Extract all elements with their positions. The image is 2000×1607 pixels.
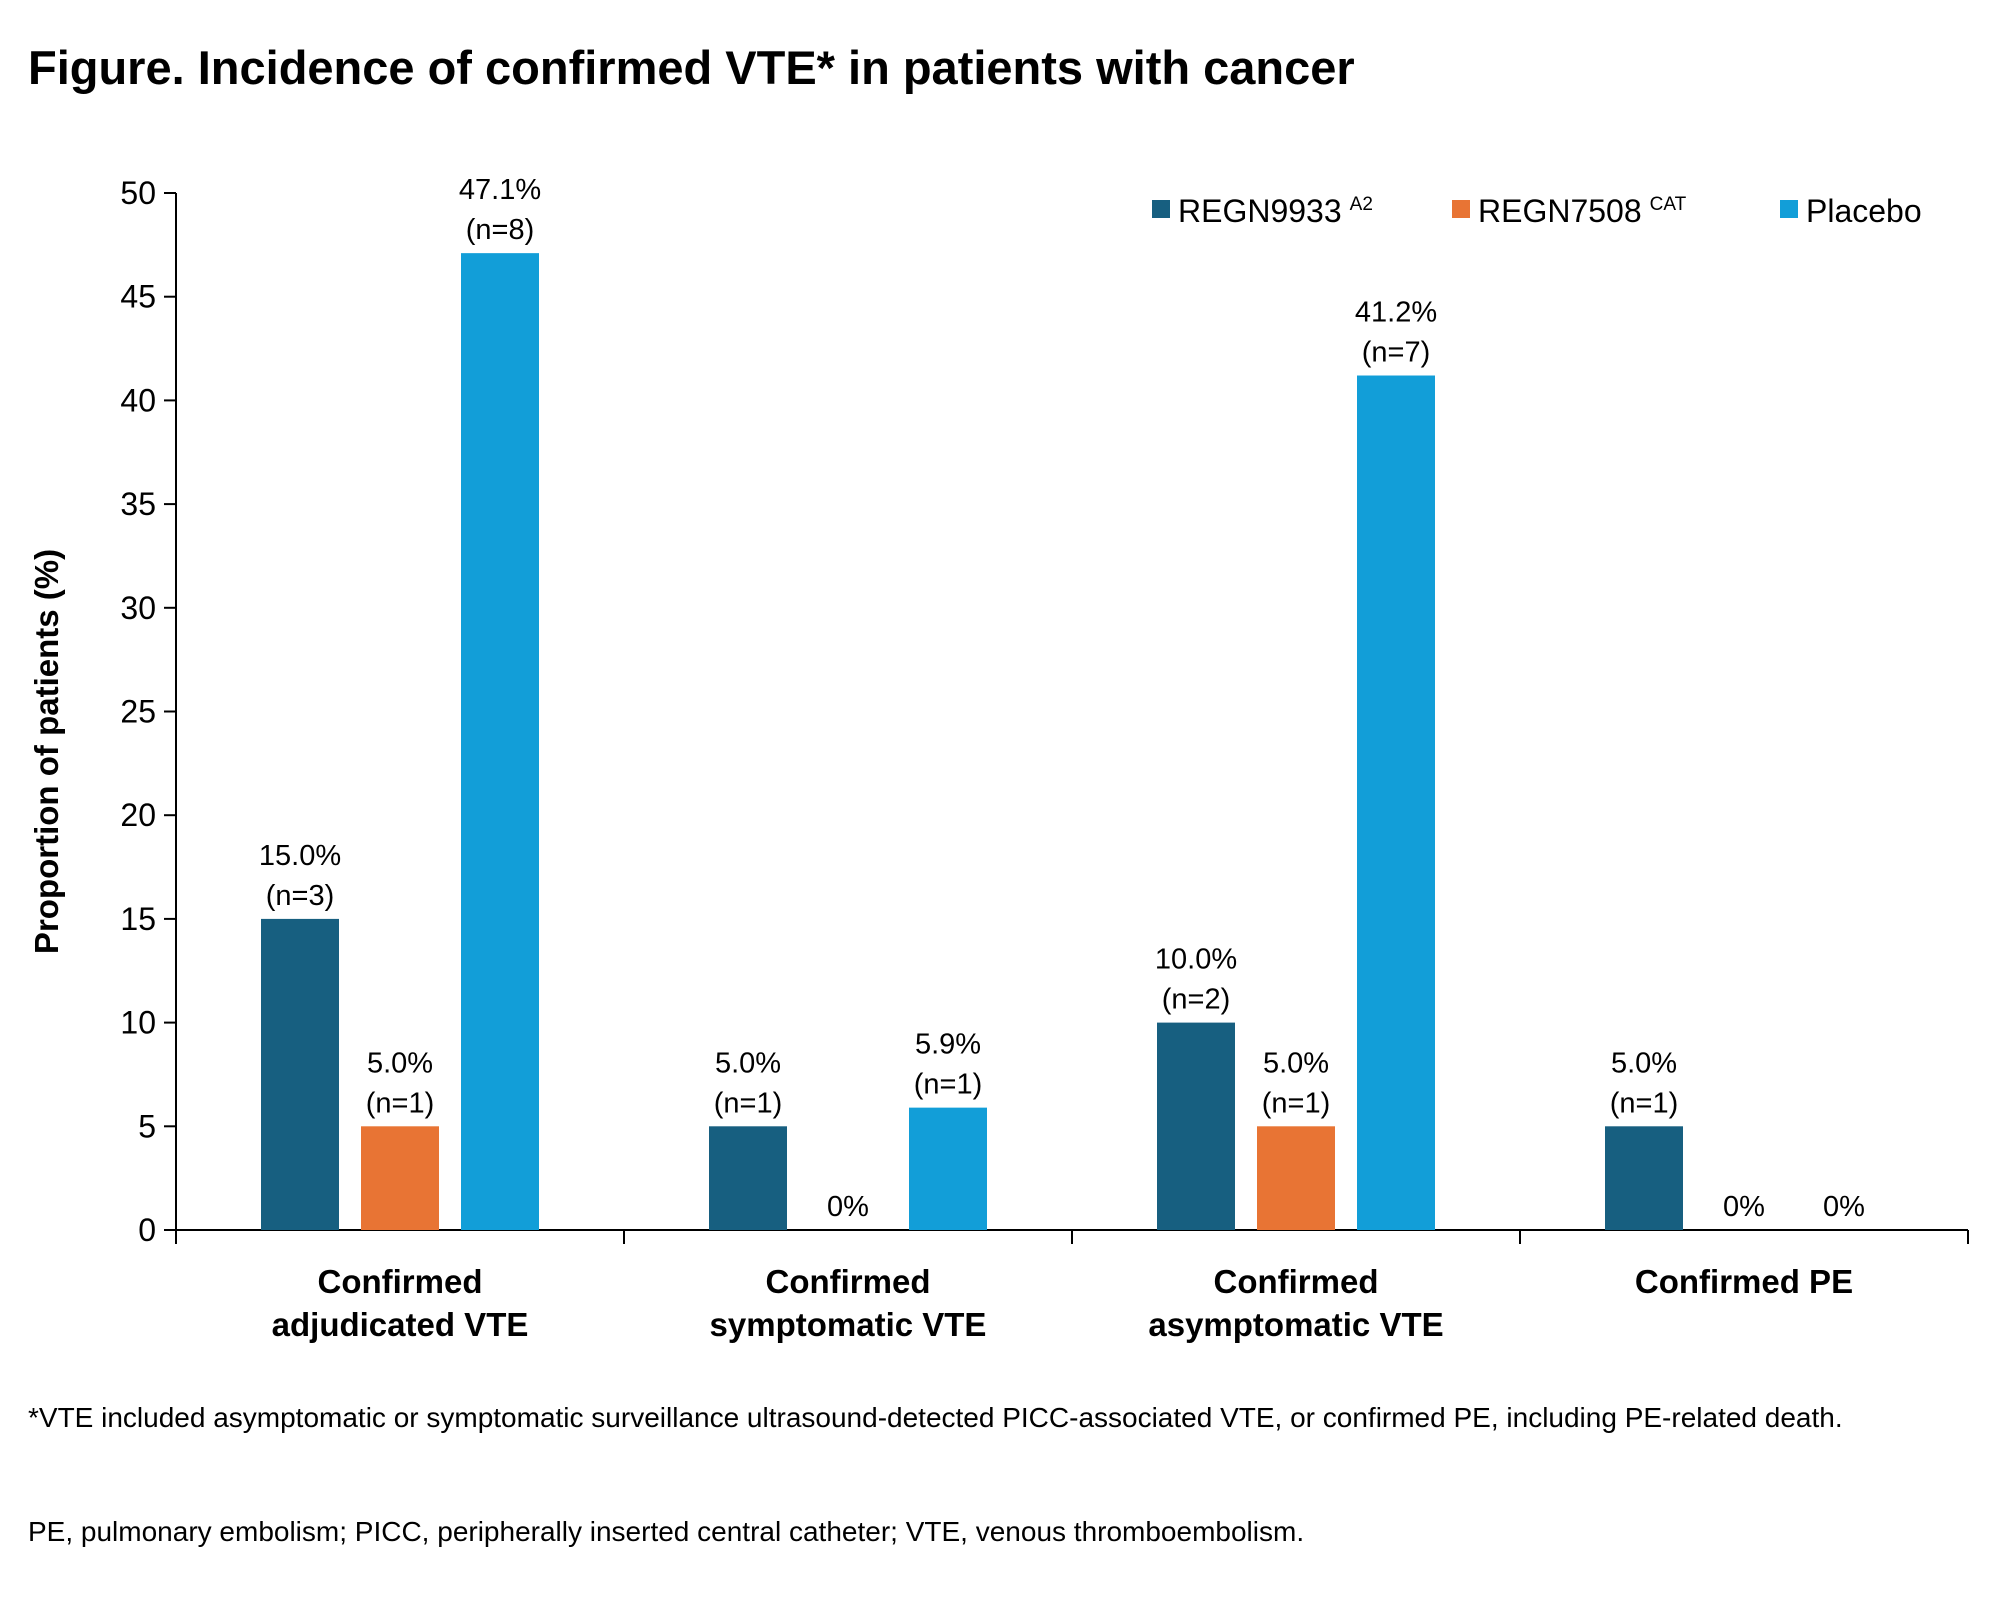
data-label: 5.0% <box>1263 1047 1329 1079</box>
data-label: (n=3) <box>266 880 335 912</box>
footnote-vte-definition: *VTE included asymptomatic or symptomati… <box>28 1402 1843 1433</box>
y-tick-label: 5 <box>138 1108 156 1144</box>
bar-regn7508-0 <box>361 1126 439 1230</box>
data-label: 0% <box>827 1191 869 1223</box>
data-label: (n=1) <box>914 1069 983 1101</box>
y-tick-label: 10 <box>120 1005 156 1041</box>
bar-chart: 0 5 10 15 20 25 30 35 40 45 50 Proportion of patien… <box>28 174 1969 1343</box>
bar-regn9933-3 <box>1605 1126 1683 1230</box>
x-category-label: symptomatic VTE <box>710 1306 987 1343</box>
data-label: 10.0% <box>1155 944 1237 976</box>
bar-regn7508-2 <box>1257 1126 1335 1230</box>
x-category-label: asymptomatic VTE <box>1148 1306 1443 1343</box>
data-label: 47.1% <box>459 174 541 206</box>
bar-regn9933-1 <box>709 1126 787 1230</box>
y-tick-label: 30 <box>120 590 156 626</box>
y-tick-label: 50 <box>120 175 156 211</box>
x-category-label: adjudicated VTE <box>272 1306 529 1343</box>
y-tick-label: 45 <box>120 279 156 315</box>
y-tick-label: 15 <box>120 901 156 937</box>
legend-swatch-regn7508 <box>1452 200 1470 218</box>
data-label: (n=1) <box>1610 1087 1679 1119</box>
data-label: 5.0% <box>715 1047 781 1079</box>
data-label: (n=1) <box>1262 1087 1331 1119</box>
bar-regn9933-2 <box>1157 1022 1235 1230</box>
x-category-label: Confirmed <box>1214 1263 1379 1300</box>
data-label: (n=7) <box>1362 337 1431 369</box>
legend-superscript: CAT <box>1650 194 1687 215</box>
data-label: 0% <box>1723 1191 1765 1223</box>
data-label: 5.9% <box>915 1029 981 1061</box>
bar-regn9933-0 <box>261 918 339 1230</box>
x-category-label: Confirmed PE <box>1635 1263 1853 1300</box>
legend-label-regn7508: REGN7508 CAT <box>1478 193 1687 229</box>
bar-placebo-1 <box>909 1107 987 1230</box>
footnote-abbreviations: PE, pulmonary embolism; PICC, peripheral… <box>28 1516 1305 1547</box>
legend-superscript: A2 <box>1350 194 1373 215</box>
data-label: 15.0% <box>259 840 341 872</box>
x-category-label: Confirmed <box>766 1263 931 1300</box>
legend-swatch-regn9933 <box>1152 200 1170 218</box>
y-tick-label: 0 <box>138 1212 156 1248</box>
data-label: 5.0% <box>367 1047 433 1079</box>
chart-title: Figure. Incidence of confirmed VTE* in p… <box>28 41 1355 94</box>
y-tick-label: 20 <box>120 797 156 833</box>
data-label: (n=1) <box>714 1087 783 1119</box>
data-label: 0% <box>1823 1191 1865 1223</box>
y-tick-label: 40 <box>120 382 156 418</box>
bar-placebo-2 <box>1357 375 1435 1231</box>
legend-swatch-placebo <box>1780 200 1798 218</box>
x-category-label: Confirmed <box>318 1263 483 1300</box>
data-label: (n=1) <box>366 1087 435 1119</box>
y-tick-label: 25 <box>120 694 156 730</box>
data-label: 5.0% <box>1611 1047 1677 1079</box>
data-label: 41.2% <box>1355 297 1437 329</box>
bar-placebo-0 <box>461 253 539 1230</box>
legend-label-placebo: Placebo <box>1806 193 1922 229</box>
data-label: (n=8) <box>466 214 535 246</box>
y-tick-label: 35 <box>120 486 156 522</box>
y-axis-title: Proportion of patients (%) <box>28 549 65 954</box>
legend-label-regn9933: REGN9933 A2 <box>1178 193 1373 229</box>
data-label: (n=2) <box>1162 984 1231 1016</box>
